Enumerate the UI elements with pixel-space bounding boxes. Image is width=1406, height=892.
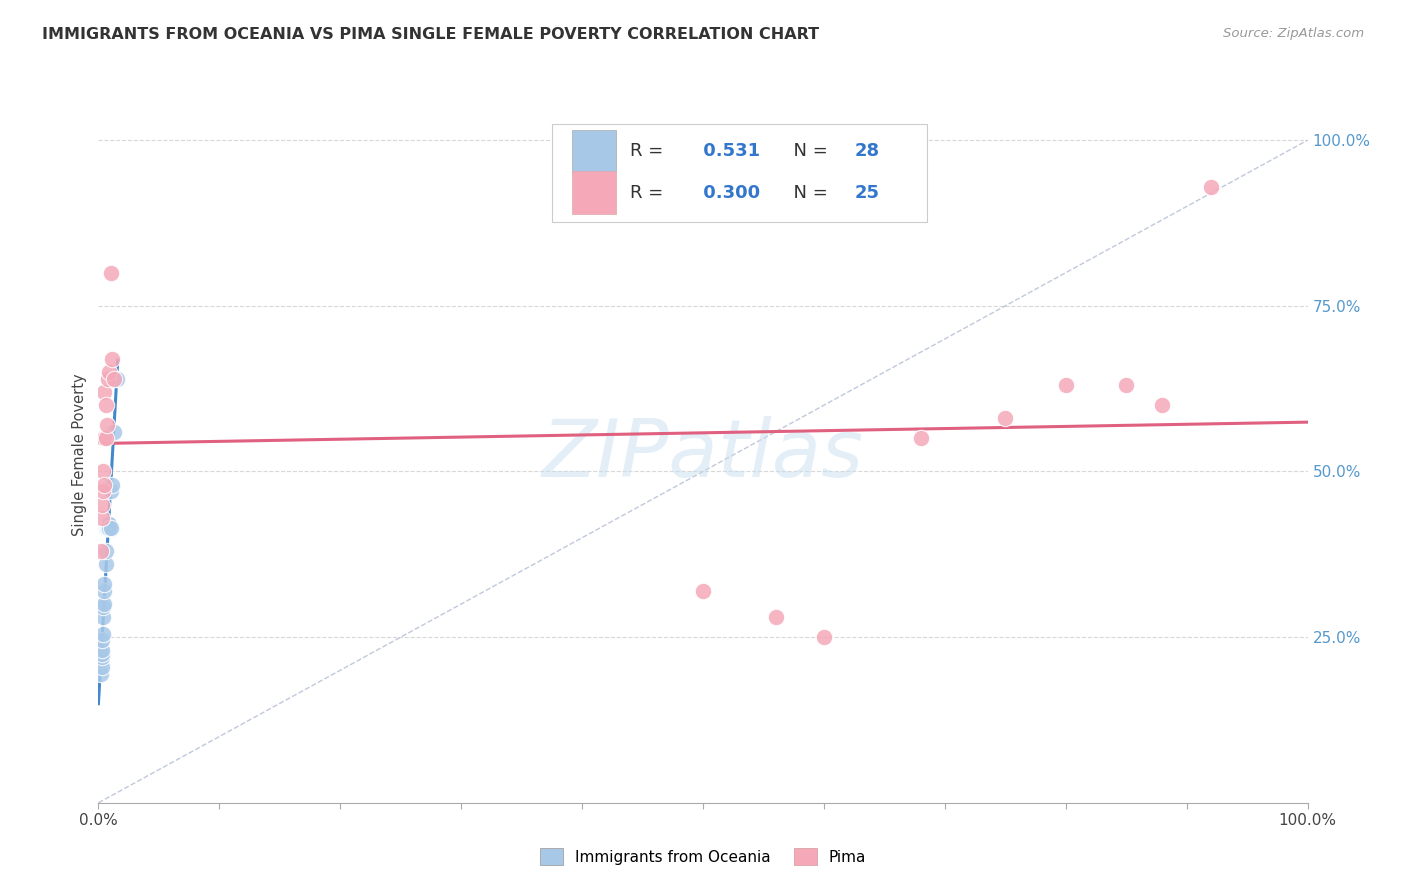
Point bbox=[91, 650, 114, 665]
Point bbox=[93, 597, 115, 611]
Point bbox=[765, 610, 787, 624]
Y-axis label: Single Female Poverty: Single Female Poverty bbox=[72, 374, 87, 536]
Point bbox=[105, 372, 128, 386]
Point bbox=[91, 600, 114, 615]
Text: N =: N = bbox=[782, 142, 834, 160]
Point bbox=[98, 517, 121, 532]
Point bbox=[91, 511, 114, 525]
Point bbox=[93, 583, 115, 598]
Point bbox=[100, 266, 122, 280]
Legend: Immigrants from Oceania, Pima: Immigrants from Oceania, Pima bbox=[540, 848, 866, 864]
Point bbox=[91, 498, 114, 512]
Point bbox=[994, 411, 1017, 425]
Point bbox=[98, 365, 121, 379]
Point bbox=[96, 521, 118, 535]
Point bbox=[1199, 179, 1222, 194]
Point bbox=[1152, 398, 1174, 412]
Point bbox=[94, 558, 117, 572]
Text: IMMIGRANTS FROM OCEANIA VS PIMA SINGLE FEMALE POVERTY CORRELATION CHART: IMMIGRANTS FROM OCEANIA VS PIMA SINGLE F… bbox=[42, 27, 820, 42]
Point bbox=[93, 477, 115, 491]
Point bbox=[94, 544, 117, 558]
Text: R =: R = bbox=[630, 142, 669, 160]
Point bbox=[93, 384, 115, 399]
Text: 28: 28 bbox=[855, 142, 879, 160]
Point bbox=[90, 666, 112, 681]
Point bbox=[96, 418, 118, 433]
Point bbox=[100, 351, 122, 366]
Text: 0.300: 0.300 bbox=[697, 184, 761, 202]
Point bbox=[910, 431, 932, 445]
Point bbox=[90, 653, 112, 667]
FancyBboxPatch shape bbox=[572, 171, 616, 214]
Point bbox=[813, 630, 835, 644]
Point bbox=[94, 398, 117, 412]
Point bbox=[90, 544, 112, 558]
Point bbox=[97, 517, 120, 532]
Text: Source: ZipAtlas.com: Source: ZipAtlas.com bbox=[1223, 27, 1364, 40]
Point bbox=[103, 372, 125, 386]
Point bbox=[91, 633, 114, 648]
Point bbox=[94, 521, 117, 535]
Text: ZIPatlas: ZIPatlas bbox=[541, 416, 865, 494]
Point bbox=[98, 521, 121, 535]
Text: 25: 25 bbox=[855, 184, 879, 202]
Point bbox=[692, 583, 714, 598]
Point bbox=[91, 643, 114, 657]
Point bbox=[91, 610, 114, 624]
Point bbox=[1115, 378, 1137, 392]
Point bbox=[91, 627, 114, 641]
Point bbox=[91, 465, 114, 479]
Point bbox=[103, 425, 125, 439]
Point bbox=[96, 521, 118, 535]
Text: R =: R = bbox=[630, 184, 669, 202]
Point bbox=[94, 431, 117, 445]
FancyBboxPatch shape bbox=[553, 124, 927, 222]
Point bbox=[91, 647, 114, 661]
Point bbox=[1054, 378, 1077, 392]
Point bbox=[96, 517, 118, 532]
Point bbox=[91, 660, 114, 674]
Point bbox=[97, 372, 120, 386]
Point bbox=[100, 477, 122, 491]
Text: N =: N = bbox=[782, 184, 834, 202]
Point bbox=[93, 431, 115, 445]
Point bbox=[97, 521, 120, 535]
Text: 0.531: 0.531 bbox=[697, 142, 761, 160]
Point bbox=[100, 521, 122, 535]
Point bbox=[91, 484, 114, 499]
FancyBboxPatch shape bbox=[572, 129, 616, 172]
Point bbox=[100, 484, 122, 499]
Point bbox=[93, 577, 115, 591]
